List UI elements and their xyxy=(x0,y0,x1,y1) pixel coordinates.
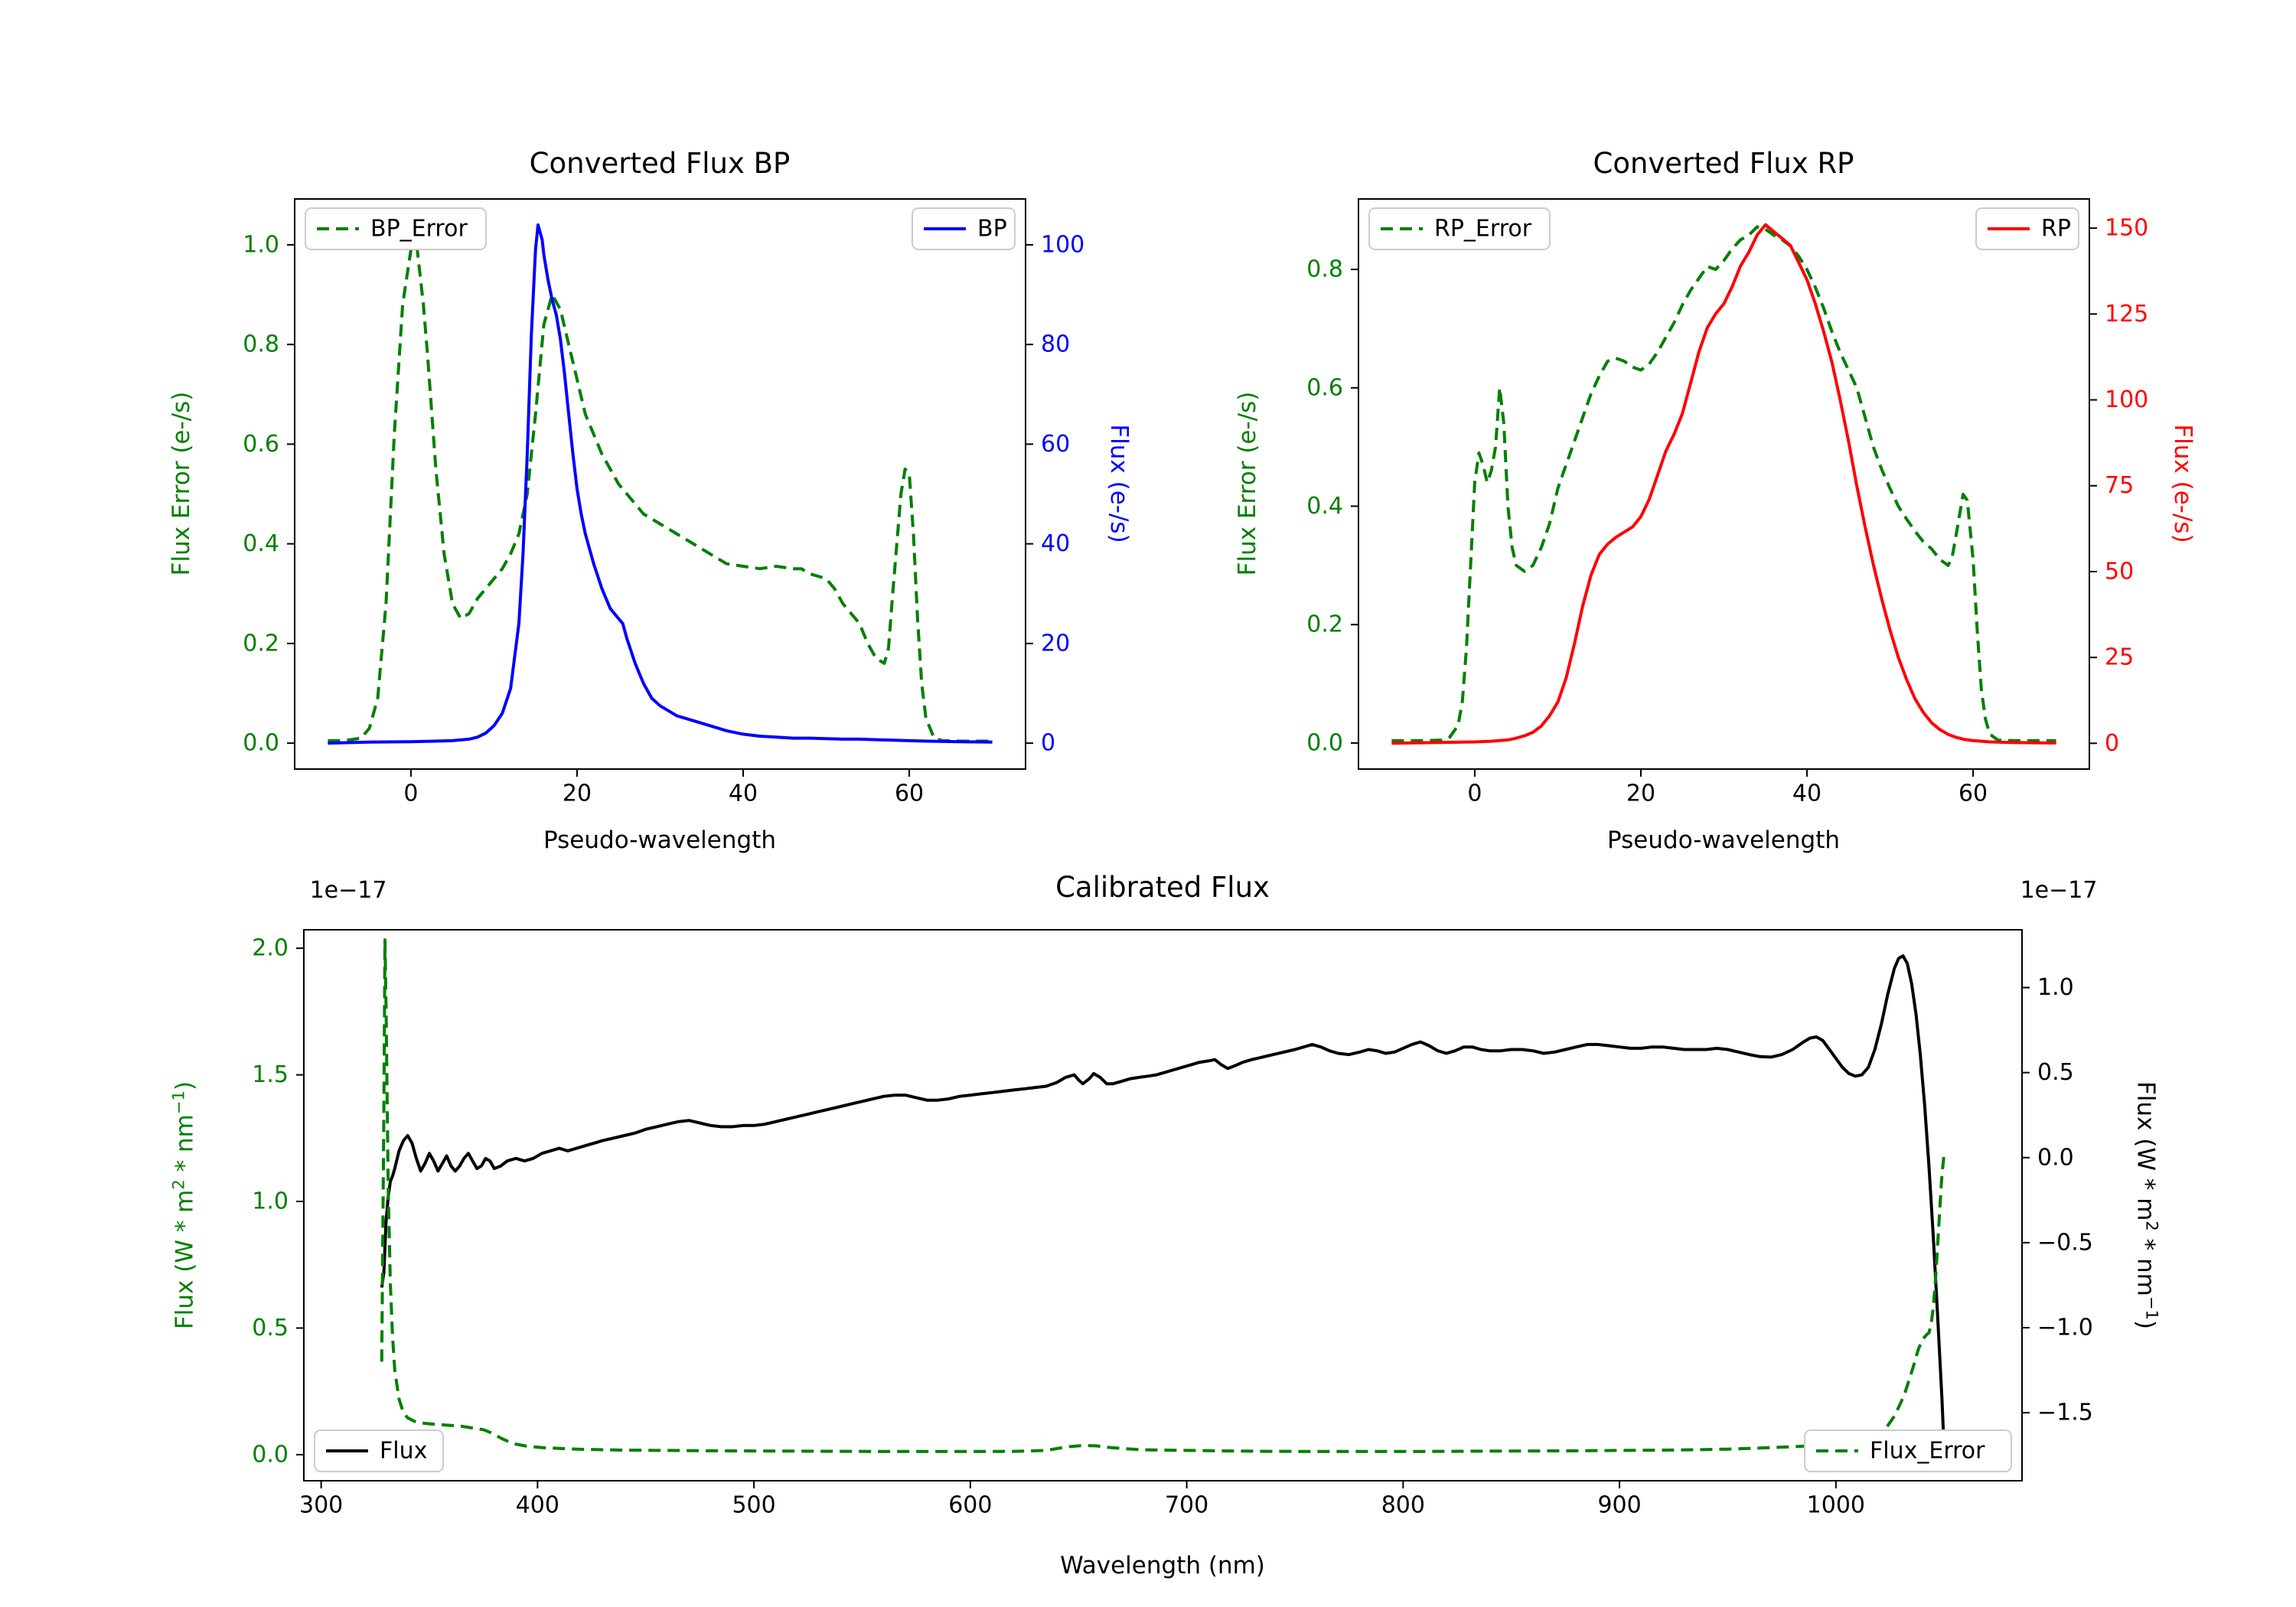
legend-label-BP_Error: BP_Error xyxy=(370,216,468,243)
ylabel-part-sup: 2 xyxy=(168,1179,188,1190)
ylabel-part: ) xyxy=(2131,1319,2160,1330)
offset-text-left: 1e−17 xyxy=(309,877,387,904)
title-bp: Converted Flux BP xyxy=(529,147,791,180)
x-tick-label: 1000 xyxy=(1807,1492,1865,1519)
right-tick-label: 0.5 xyxy=(2037,1059,2074,1086)
panel-3: 300 400 500 600 700 800 900 1000 0.0 0.5 1.0 1.5 2.0… xyxy=(252,929,2093,1519)
legend-label-Flux_Error: Flux_Error xyxy=(1870,1438,1985,1465)
legend-label-BP: BP xyxy=(977,216,1007,243)
ylabel-part: Flux (W * m xyxy=(2131,1081,2160,1221)
series-line-RP_Error xyxy=(1391,225,2056,742)
axes-frame xyxy=(294,198,1026,770)
right-tick-label: 100 xyxy=(1041,231,1084,258)
right-tick-label: 20 xyxy=(1041,630,1070,657)
right-tick-label: 75 xyxy=(2105,472,2134,499)
axes-frame xyxy=(1358,198,2090,770)
series-line-Flux_Error xyxy=(380,938,1946,1453)
right-tick-label: 0 xyxy=(1041,730,1055,757)
left-tick-label: 0.0 xyxy=(1306,729,1343,756)
ylabel-part: Flux (W * m xyxy=(171,1189,199,1330)
ylabel-part-sup: 2 xyxy=(2142,1221,2162,1231)
x-tick-label: 20 xyxy=(1626,781,1655,807)
offset-text-right: 1e−17 xyxy=(2020,877,2098,904)
x-tick-label: 500 xyxy=(732,1492,775,1519)
left-tick-label: 0.8 xyxy=(1306,256,1343,283)
legend-box-Flux_Error xyxy=(1804,1429,2012,1472)
title-calibrated: Calibrated Flux xyxy=(1055,871,1270,904)
legend-label-RP_Error: RP_Error xyxy=(1434,216,1532,243)
right-tick-label: 80 xyxy=(1041,331,1070,358)
xlabel-calibrated: Wavelength (nm) xyxy=(1060,1552,1265,1579)
x-tick-label: 400 xyxy=(516,1492,559,1519)
ylabel-rp-left: Flux Error (e-/s) xyxy=(1234,391,1261,576)
x-tick-label: 40 xyxy=(1792,781,1821,807)
ylabel-part: * nm xyxy=(171,1114,199,1180)
x-tick-label: 700 xyxy=(1165,1492,1208,1519)
right-tick-label: −0.5 xyxy=(2037,1229,2093,1256)
left-tick-label: 0.4 xyxy=(243,530,279,557)
left-tick-label: 2.0 xyxy=(252,935,289,962)
series-line-Flux xyxy=(380,954,1946,1450)
left-tick-label: 0.6 xyxy=(243,431,279,458)
left-tick-label: 0.6 xyxy=(1306,374,1343,401)
left-tick-label: 1.5 xyxy=(252,1061,289,1088)
left-tick-label: 1.0 xyxy=(252,1188,289,1215)
legend-box-RP_Error xyxy=(1368,207,1551,250)
right-tick-label: 100 xyxy=(2105,386,2148,413)
x-tick-label: 900 xyxy=(1597,1492,1641,1519)
panel-1: 0 20 40 60 0.0 0.2 0.4 0.6 0.8 1.0 0 20 40 60 80 100 BP_… xyxy=(243,198,1084,807)
right-tick-label: 25 xyxy=(2105,644,2134,671)
x-tick-label: 60 xyxy=(1958,781,1988,807)
right-tick-label: 50 xyxy=(2105,558,2134,585)
right-tick-label: 125 xyxy=(2105,301,2148,328)
left-tick-label: 0.8 xyxy=(243,331,279,358)
x-tick-label: 800 xyxy=(1381,1492,1425,1519)
ylabel-part-sup: −1 xyxy=(168,1090,188,1115)
left-tick-label: 0.0 xyxy=(243,730,279,757)
ylabel-flux-right: Flux (W * m2 * nm−1) xyxy=(2131,1081,2161,1329)
series-line-BP_Error xyxy=(328,243,993,743)
ylabel-part: ) xyxy=(171,1081,199,1091)
ylabel-flux-left: Flux (W * m2 * nm−1) xyxy=(168,1081,198,1329)
x-tick-label: 20 xyxy=(563,781,592,807)
right-tick-label: −1.0 xyxy=(2037,1315,2093,1341)
x-tick-label: 0 xyxy=(403,781,418,807)
legend-box-BP_Error xyxy=(305,207,487,250)
series-line-RP xyxy=(1391,223,2056,745)
x-tick-label: 0 xyxy=(1467,781,1482,807)
ylabel-part-sup: −1 xyxy=(2142,1296,2162,1320)
left-tick-label: 0.0 xyxy=(252,1441,289,1468)
legend-label-Flux: Flux xyxy=(380,1438,427,1465)
x-tick-label: 40 xyxy=(729,781,758,807)
right-tick-label: 40 xyxy=(1041,530,1070,557)
panel-2: 0 20 40 60 0.0 0.2 0.4 0.6 0.8 0 25 50 75 100 125 150 RP… xyxy=(1306,198,2148,807)
ylabel-rp-right: Flux (e-/s) xyxy=(2169,424,2197,543)
legend-label-RP: RP xyxy=(2041,216,2071,243)
left-tick-label: 0.2 xyxy=(1306,611,1343,638)
right-tick-label: 0 xyxy=(2105,730,2119,757)
title-rp: Converted Flux RP xyxy=(1593,147,1854,180)
left-tick-label: 0.4 xyxy=(1306,493,1343,520)
right-tick-label: −1.5 xyxy=(2037,1400,2093,1426)
right-tick-label: 1.0 xyxy=(2037,974,2074,1001)
x-tick-label: 600 xyxy=(948,1492,992,1519)
series-line-BP xyxy=(328,223,993,745)
legend-box-Flux xyxy=(314,1429,444,1472)
right-tick-label: 60 xyxy=(1041,431,1070,458)
right-tick-label: 150 xyxy=(2105,215,2148,242)
ylabel-bp-left: Flux Error (e-/s) xyxy=(168,391,195,576)
left-tick-label: 1.0 xyxy=(243,231,279,258)
right-tick-label: 0.0 xyxy=(2037,1144,2074,1171)
axes-frame xyxy=(303,929,2023,1482)
ylabel-part: * nm xyxy=(2131,1231,2160,1296)
x-tick-label: 300 xyxy=(299,1492,343,1519)
left-tick-label: 0.5 xyxy=(252,1315,289,1341)
xlabel-bp: Pseudo-wavelength xyxy=(543,826,777,854)
left-tick-label: 0.2 xyxy=(243,630,279,657)
xlabel-rp: Pseudo-wavelength xyxy=(1606,826,1841,854)
ylabel-bp-right: Flux (e-/s) xyxy=(1105,424,1133,543)
x-tick-label: 60 xyxy=(895,781,924,807)
